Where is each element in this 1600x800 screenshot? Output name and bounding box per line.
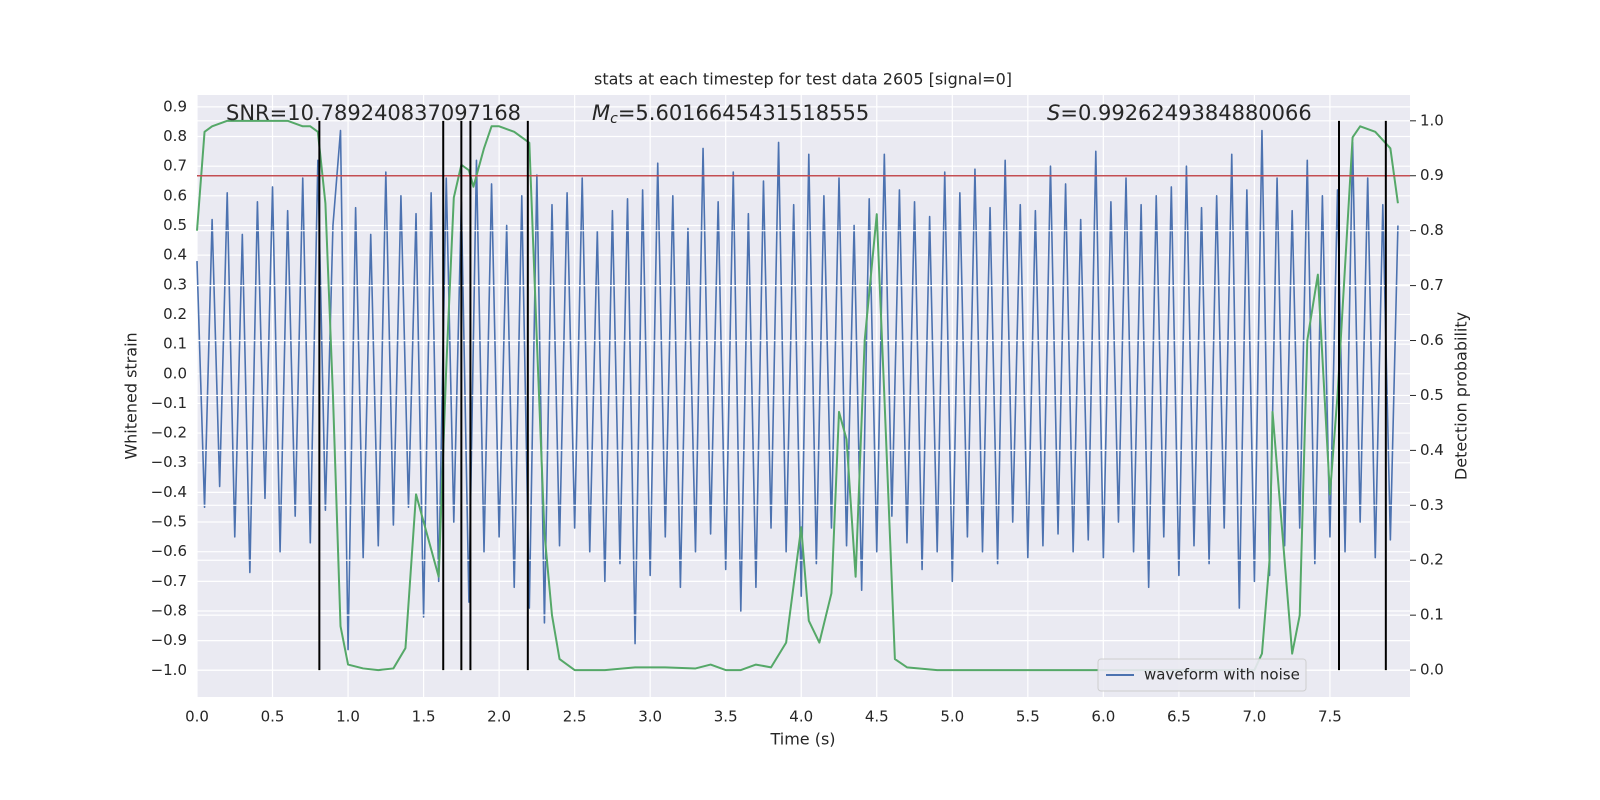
y-tick-label: −0.3 [151,453,187,471]
annotation-subscript: c [610,111,618,127]
x-tick-label: 0.5 [261,708,285,726]
x-tick-label: 7.5 [1318,708,1342,726]
y-tick-label: −1.0 [151,661,187,679]
legend-box [1097,658,1307,692]
x-tick-label: 2.5 [563,708,587,726]
x-tick-label: 5.5 [1016,708,1040,726]
x-tick-label: 2.0 [487,708,511,726]
y-tick-label: −0.2 [151,424,187,442]
annotation-symbol: S [1047,101,1060,125]
x-tick-label: 7.0 [1242,708,1266,726]
y-tick-label: −0.4 [151,483,187,501]
x-tick-label: 6.5 [1167,708,1191,726]
x-tick-label: 0.0 [185,708,209,726]
x-tick-label: 6.0 [1091,708,1115,726]
series-line [196,129,1399,651]
y-tick-label: 0.0 [163,364,187,382]
y2-tick-label: 0.5 [1420,386,1444,404]
annotation: SNR=10.789240837097168 [226,101,521,125]
x-axis-label: Time (s) [769,730,835,749]
y-tick-label: 0.9 [163,97,187,115]
legend-label: waveform with noise [1144,666,1300,684]
y-tick-label: −0.9 [151,631,187,649]
y-tick-label: 0.1 [163,335,187,353]
x-tick-label: 3.0 [638,708,662,726]
x-tick-label: 4.0 [789,708,813,726]
y-tick-label: 0.4 [163,246,187,264]
y2-axis-label: Detection probability [1452,312,1471,480]
y-tick-label: −0.1 [151,394,187,412]
y2-tick-label: 0.3 [1420,496,1444,514]
x-tick-label: 1.0 [336,708,360,726]
y-tick-label: 0.5 [163,216,187,234]
x-tick-label: 4.5 [865,708,889,726]
y-tick-label: 0.2 [163,305,187,323]
annotation: Mc=5.6016645431518555 [592,101,869,127]
y2-tick-label: 0.9 [1420,166,1444,184]
y-tick-label: 0.3 [163,275,187,293]
y-tick-label: −0.7 [151,572,187,590]
y-tick-label: −0.8 [151,602,187,620]
y2-tick-label: 1.0 [1420,111,1444,129]
y-tick-label: 0.6 [163,186,187,204]
annotation-symbol: M [592,101,610,125]
x-tick-label: 1.5 [412,708,436,726]
y2-tick-label: 0.8 [1420,221,1444,239]
chart-title: stats at each timestep for test data 260… [594,70,1012,89]
y-tick-label: 0.8 [163,127,187,145]
annotation-text: =0.9926249384880066 [1060,101,1311,125]
annotation-text: =5.6016645431518555 [618,101,869,125]
y2-tick-label: 0.2 [1420,551,1444,569]
y2-tick-label: 0.6 [1420,331,1444,349]
x-tick-label: 5.0 [940,708,964,726]
x-tick-label: 3.5 [714,708,738,726]
y-axis-label: Whitened strain [122,332,141,459]
y-tick-label: −0.5 [151,513,187,531]
annotation: S=0.9926249384880066 [1047,101,1312,125]
y-tick-label: 0.7 [163,157,187,175]
y2-tick-label: 0.0 [1420,661,1444,679]
y2-tick-label: 0.1 [1420,606,1444,624]
y-tick-label: −0.6 [151,542,187,560]
y2-tick-label: 0.7 [1420,276,1444,294]
y2-tick-label: 0.4 [1420,441,1444,459]
annotation-text: SNR=10.789240837097168 [226,101,521,125]
